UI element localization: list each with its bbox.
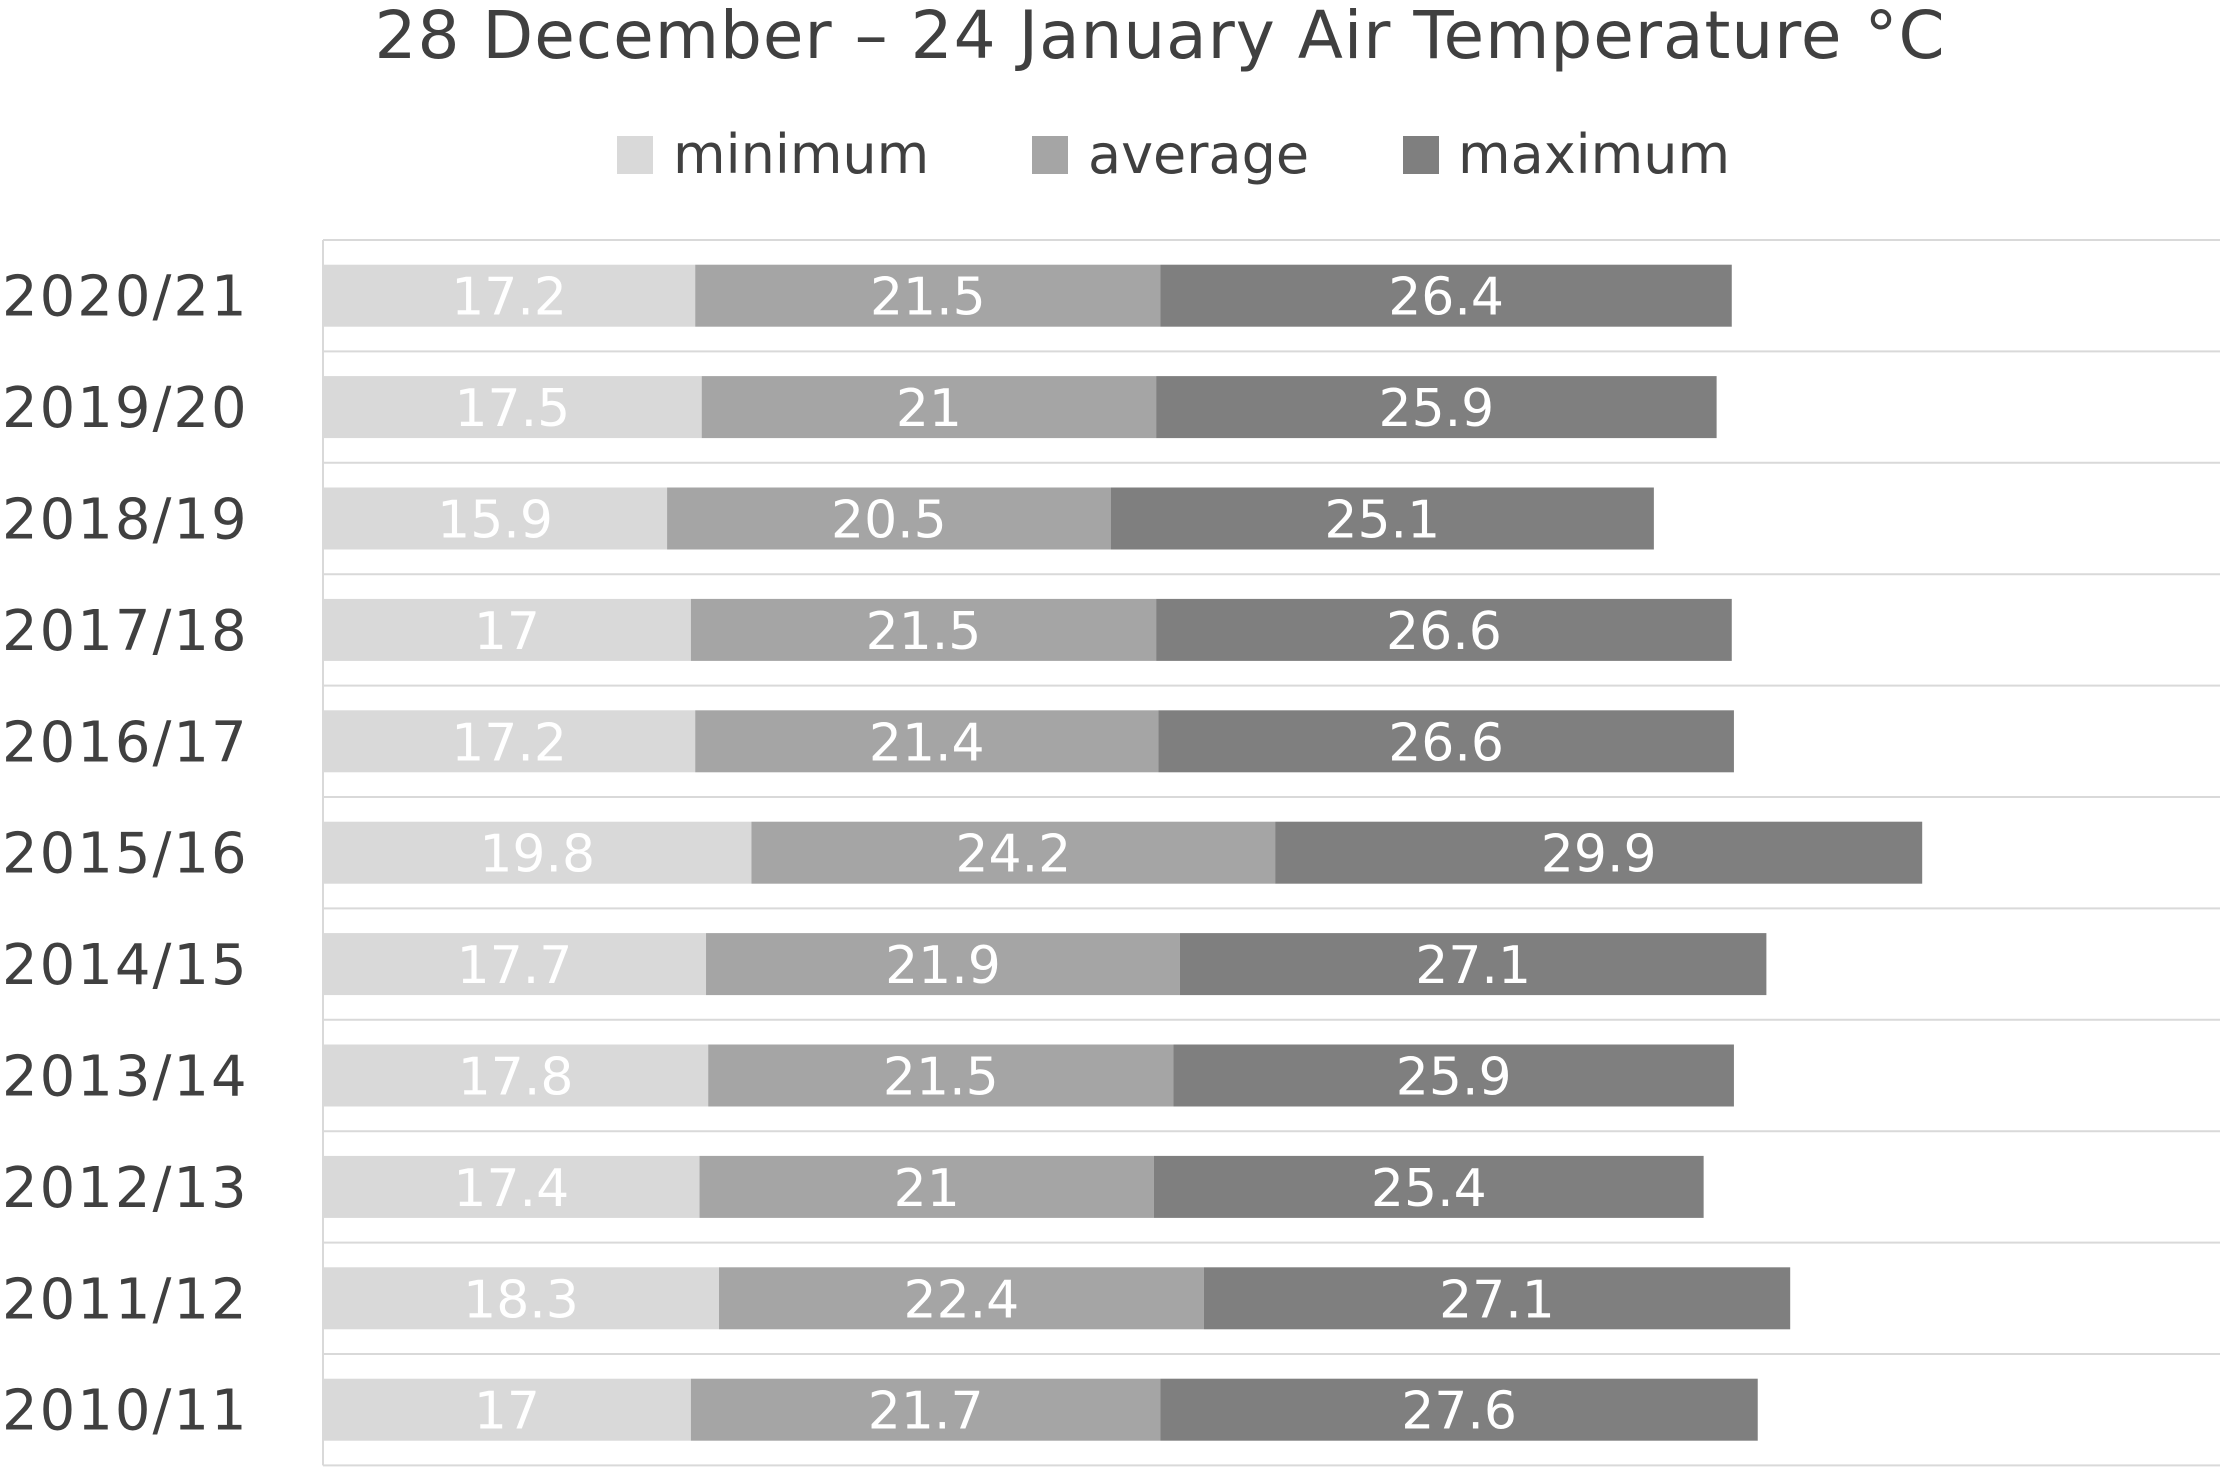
- data-label-maximum: 26.6: [1388, 713, 1504, 773]
- chart-title: 28 December – 24 January Air Temperature…: [374, 0, 1945, 74]
- bar-maximum: [1153, 1155, 1704, 1218]
- bar-minimum: [323, 1267, 720, 1330]
- bar-average: [719, 1267, 1204, 1330]
- data-label-minimum: 17: [474, 1382, 540, 1442]
- data-label-average: 21.5: [870, 268, 986, 328]
- data-label-minimum: 17.8: [458, 1048, 574, 1108]
- data-label-maximum: 26.6: [1386, 602, 1502, 662]
- bar-average: [690, 1378, 1161, 1441]
- bar-minimum: [323, 1155, 700, 1218]
- legend-label-minimum: minimum: [673, 123, 929, 186]
- bar-maximum: [1156, 598, 1732, 661]
- data-label-minimum: 17.2: [451, 268, 567, 328]
- data-label-average: 21.7: [868, 1382, 984, 1442]
- bar-maximum: [1173, 1044, 1734, 1107]
- bar-minimum: [323, 710, 696, 773]
- category-label: 2012/13: [2, 1156, 249, 1221]
- category-label: 2011/12: [2, 1267, 249, 1332]
- bar-maximum: [1158, 710, 1734, 773]
- bars: 17.2 21.5 26.4 17.5 21 25.9 15.9 20.5 25.1 17 21.5…: [323, 264, 1923, 1442]
- data-label-average: 21: [896, 379, 962, 439]
- bar-minimum: [323, 1044, 709, 1107]
- category-label: 2018/19: [2, 488, 249, 553]
- category-label: 2019/20: [2, 376, 249, 441]
- data-label-maximum: 25.9: [1396, 1048, 1512, 1108]
- data-label-average: 21.5: [866, 602, 982, 662]
- data-label-average: 21.9: [885, 936, 1001, 996]
- category-axis: 2020/21 2019/20 2018/19 2017/18 2016/17 2015/…: [2, 265, 249, 1444]
- data-label-minimum: 19.8: [479, 825, 595, 885]
- data-label-minimum: 18.3: [463, 1270, 579, 1330]
- bar-average: [706, 933, 1180, 996]
- data-label-minimum: 17.2: [451, 713, 567, 773]
- category-label: 2014/15: [2, 933, 249, 998]
- data-label-average: 21: [894, 1159, 960, 1219]
- bar-average: [695, 710, 1159, 773]
- category-label: 2020/21: [2, 265, 249, 330]
- data-label-minimum: 17.5: [454, 379, 570, 439]
- bar-maximum: [1160, 1378, 1758, 1441]
- data-label-minimum: 17: [474, 602, 540, 662]
- data-label-maximum: 27.6: [1401, 1382, 1517, 1442]
- bar-average: [701, 376, 1157, 439]
- bar-average: [708, 1044, 1174, 1107]
- data-label-average: 24.2: [955, 825, 1071, 885]
- data-label-average: 20.5: [831, 491, 947, 551]
- bar-average: [699, 1155, 1154, 1218]
- category-label: 2017/18: [2, 599, 249, 664]
- bar-maximum: [1203, 1267, 1791, 1330]
- data-label-minimum: 17.7: [457, 936, 573, 996]
- legend-label-average: average: [1088, 123, 1309, 186]
- bar-average: [690, 598, 1157, 661]
- legend-swatch-maximum: [1403, 136, 1439, 174]
- data-label-maximum: 29.9: [1541, 825, 1657, 885]
- bar-minimum: [323, 821, 752, 884]
- bar-minimum: [323, 598, 691, 661]
- bar-minimum: [323, 487, 668, 550]
- data-label-average: 21.5: [883, 1048, 999, 1108]
- bar-minimum: [323, 1378, 691, 1441]
- data-label-average: 22.4: [903, 1270, 1019, 1330]
- bar-maximum: [1275, 821, 1923, 884]
- bar-average: [695, 264, 1161, 327]
- bar-maximum: [1179, 933, 1767, 996]
- bar-minimum: [323, 933, 707, 996]
- data-label-maximum: 25.4: [1371, 1159, 1487, 1219]
- data-label-average: 21.4: [869, 713, 985, 773]
- legend-swatch-average: [1032, 136, 1068, 174]
- bar-maximum: [1156, 376, 1717, 439]
- data-label-minimum: 17.4: [453, 1159, 569, 1219]
- category-label: 2015/16: [2, 822, 249, 887]
- category-label: 2013/14: [2, 1045, 249, 1110]
- legend-swatch-minimum: [617, 136, 653, 174]
- bar-average: [751, 821, 1276, 884]
- data-label-maximum: 25.1: [1324, 491, 1440, 551]
- category-label: 2010/11: [2, 1379, 249, 1444]
- bar-maximum: [1160, 264, 1732, 327]
- legend-label-maximum: maximum: [1458, 123, 1730, 186]
- data-label-maximum: 27.1: [1439, 1270, 1555, 1330]
- bar-minimum: [323, 376, 702, 439]
- legend: minimum average maximum: [617, 123, 1730, 186]
- data-label-maximum: 25.9: [1378, 379, 1494, 439]
- data-label-minimum: 15.9: [437, 491, 553, 551]
- bar-average: [667, 487, 1111, 550]
- data-label-maximum: 26.4: [1388, 268, 1504, 328]
- category-label: 2016/17: [2, 710, 249, 775]
- bar-maximum: [1110, 487, 1654, 550]
- bar-minimum: [323, 264, 696, 327]
- data-label-maximum: 27.1: [1415, 936, 1531, 996]
